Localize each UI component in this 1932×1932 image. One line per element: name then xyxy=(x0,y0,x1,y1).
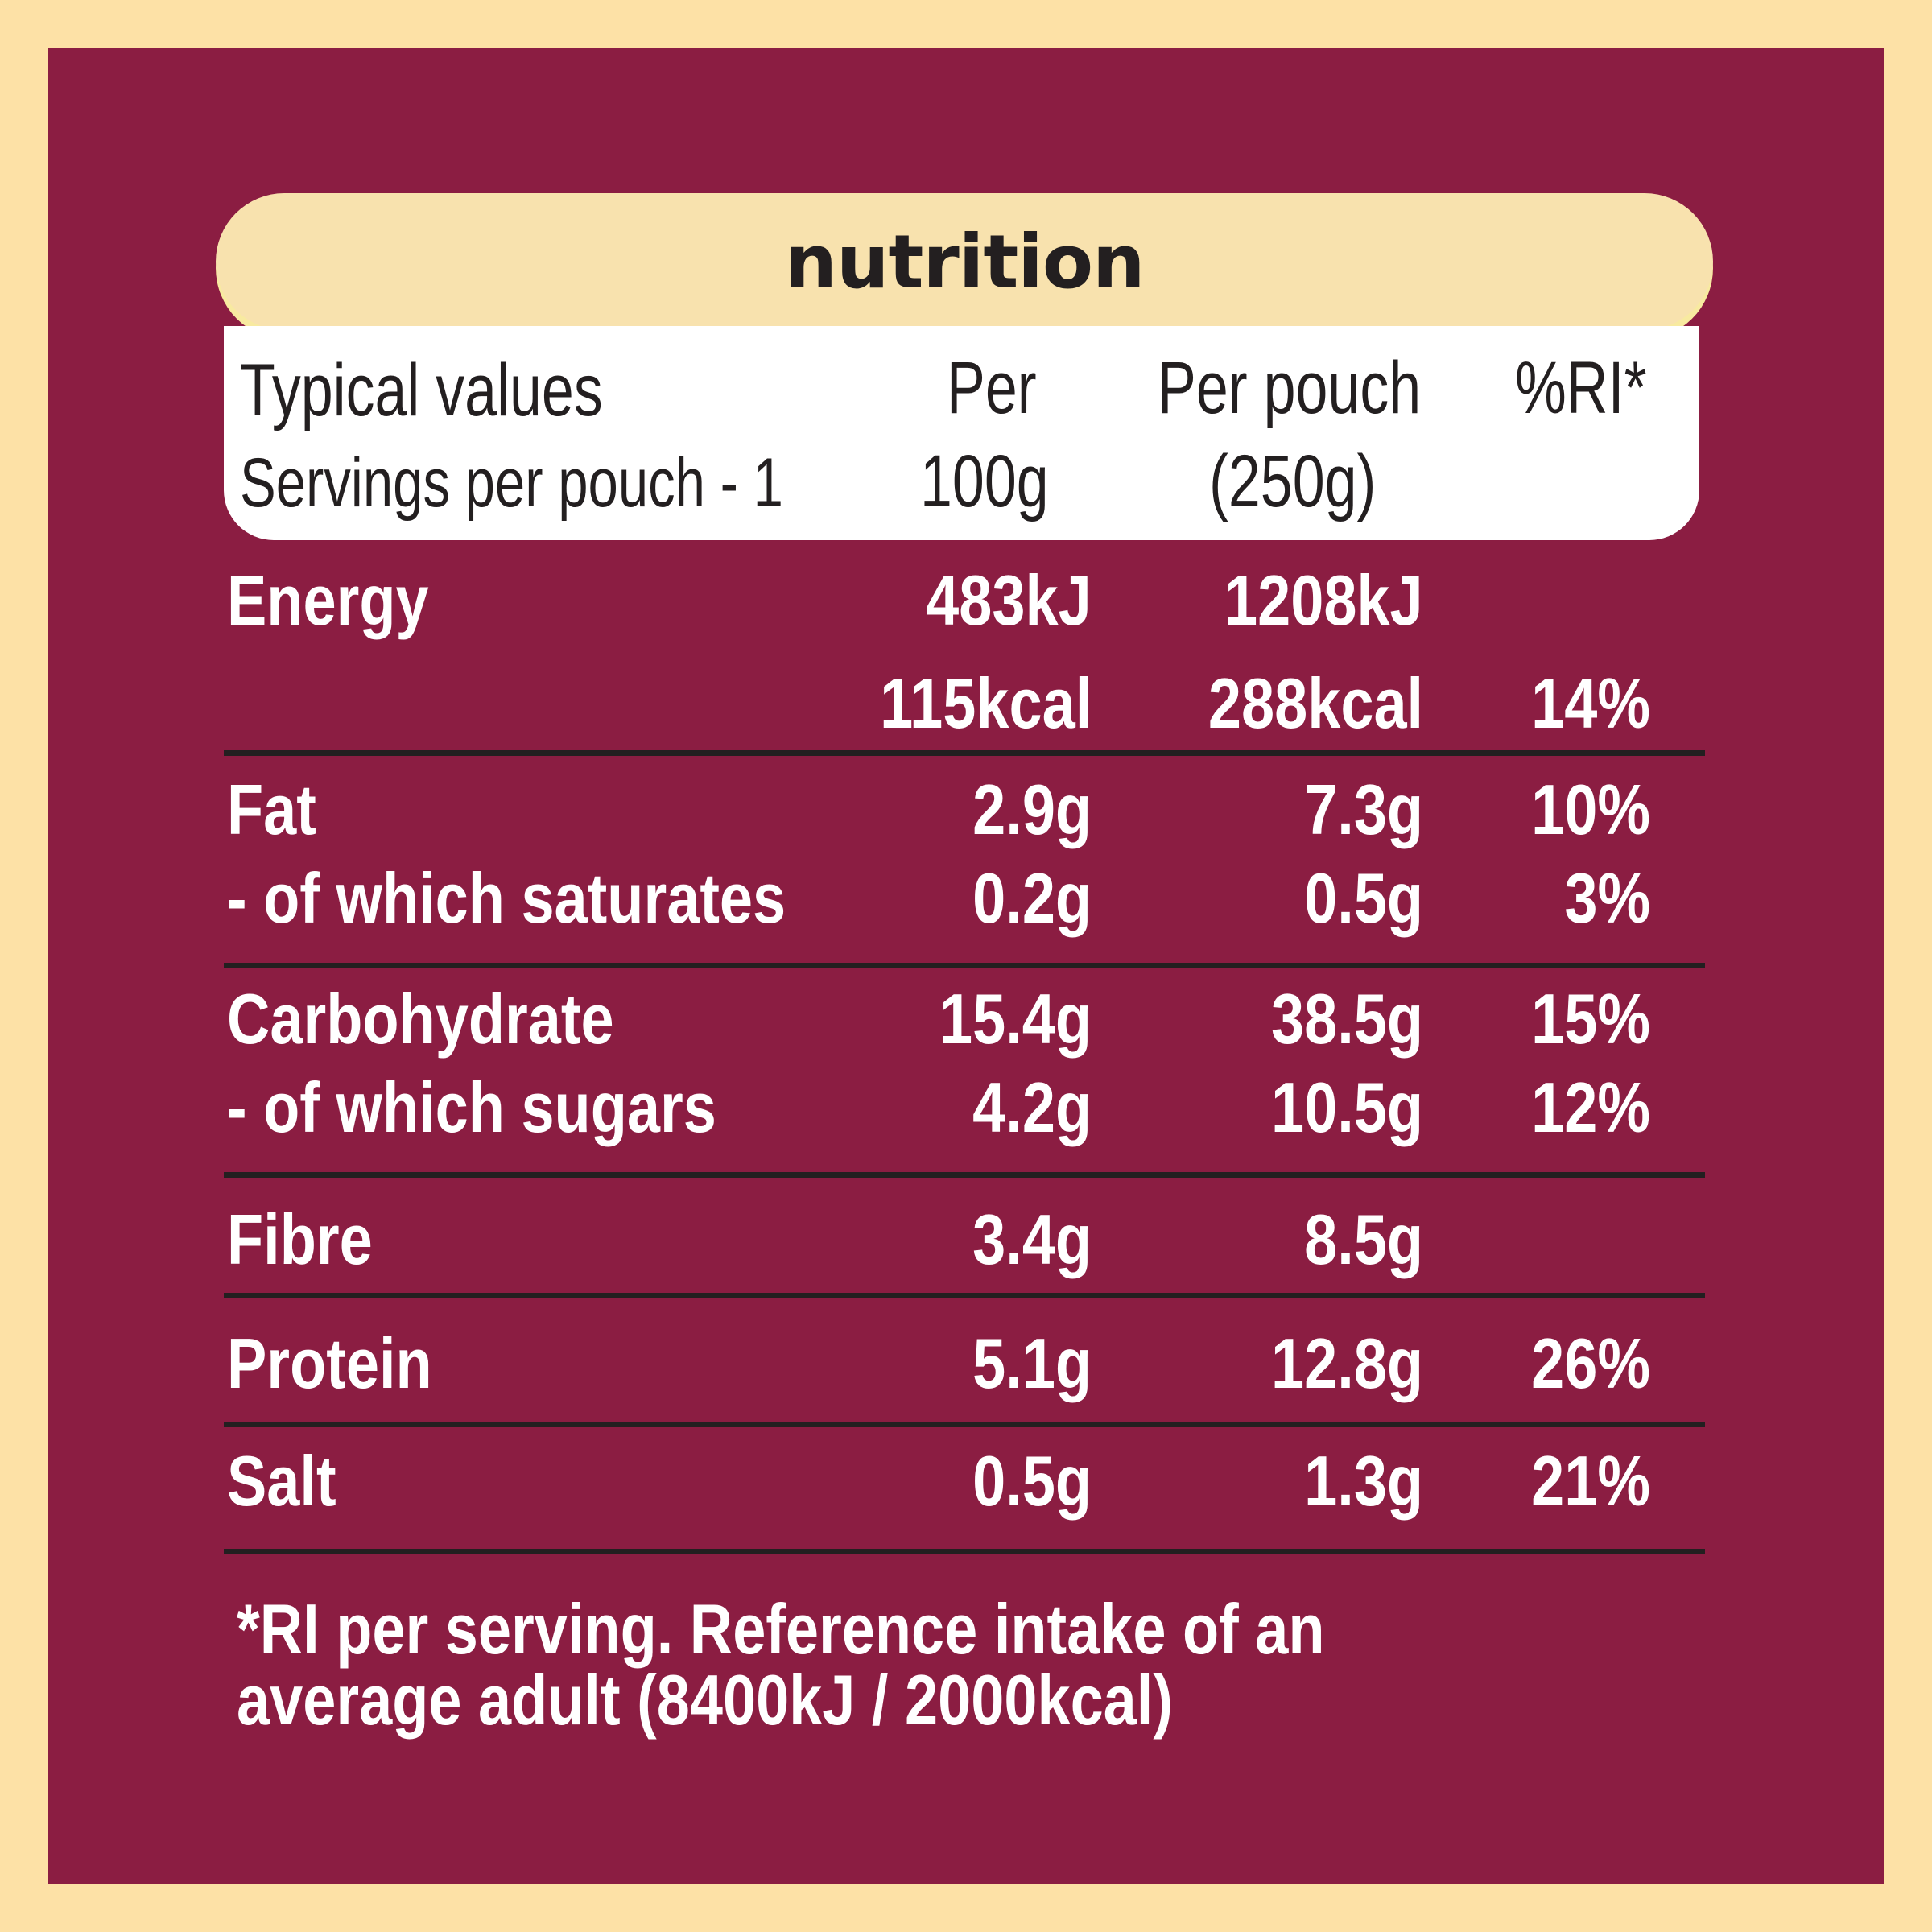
header-per100-line1: Per xyxy=(947,347,1037,429)
header-ri: %RI* xyxy=(1515,347,1647,429)
row-energy-kcal-perpouch: 288kcal xyxy=(1208,663,1423,743)
row-sugars-perpouch: 10.5g xyxy=(1270,1067,1423,1147)
header-perpouch-line1: Per pouch xyxy=(1158,347,1422,429)
divider xyxy=(224,1293,1705,1298)
row-fat-perpouch: 7.3g xyxy=(1304,770,1423,849)
footnote: *RI per serving. Reference intake of an … xyxy=(237,1594,1325,1736)
row-carbohydrate-label: Carbohydrate xyxy=(227,979,614,1059)
row-energy-per100: 483kJ xyxy=(926,560,1092,640)
row-sugars-ri: 12% xyxy=(1531,1067,1650,1147)
divider xyxy=(224,963,1705,968)
row-protein-label: Protein xyxy=(227,1323,432,1403)
header-perpouch-line2: (250g) xyxy=(1209,440,1377,522)
divider xyxy=(224,1172,1705,1178)
header-typical-values: Typical values xyxy=(240,349,603,431)
row-salt-perpouch: 1.3g xyxy=(1304,1441,1423,1521)
row-saturates-label: - of which saturates xyxy=(227,858,786,938)
row-fat-per100: 2.9g xyxy=(972,770,1092,849)
row-fat-ri: 10% xyxy=(1531,770,1650,849)
row-saturates-per100: 0.2g xyxy=(972,858,1092,938)
header-servings: Servings per pouch - 1 xyxy=(240,444,783,522)
row-sugars-per100: 4.2g xyxy=(972,1067,1092,1147)
divider xyxy=(224,750,1705,756)
page-title: nutrition xyxy=(784,218,1145,305)
row-saturates-perpouch: 0.5g xyxy=(1304,858,1423,938)
row-fat-label: Fat xyxy=(227,770,316,849)
row-saturates-ri: 3% xyxy=(1564,858,1650,938)
row-energy-ri: 14% xyxy=(1531,663,1650,743)
title-tab: nutrition xyxy=(216,193,1713,330)
row-salt-per100: 0.5g xyxy=(972,1441,1092,1521)
divider xyxy=(224,1549,1705,1554)
row-sugars-label: - of which sugars xyxy=(227,1067,716,1147)
row-fibre-label: Fibre xyxy=(227,1199,373,1279)
row-carbohydrate-ri: 15% xyxy=(1531,979,1650,1059)
row-energy-kcal-per100: 115kcal xyxy=(879,663,1092,743)
row-energy-label: Energy xyxy=(227,560,429,640)
row-energy-perpouch: 1208kJ xyxy=(1224,560,1423,640)
row-fibre-perpouch: 8.5g xyxy=(1304,1199,1423,1279)
row-salt-ri: 21% xyxy=(1531,1441,1650,1521)
divider xyxy=(224,1422,1705,1427)
row-salt-label: Salt xyxy=(227,1441,336,1521)
footnote-line-1: *RI per serving. Reference intake of an xyxy=(237,1589,1325,1669)
row-protein-perpouch: 12.8g xyxy=(1270,1323,1423,1403)
table-header: Typical values Servings per pouch - 1 xyxy=(224,326,1699,540)
row-protein-ri: 26% xyxy=(1531,1323,1650,1403)
header-per100-line2: 100g xyxy=(920,440,1049,522)
row-carbohydrate-perpouch: 38.5g xyxy=(1270,979,1423,1059)
footnote-line-2: average adult (8400kJ / 2000kcal) xyxy=(237,1660,1173,1740)
row-carbohydrate-per100: 15.4g xyxy=(939,979,1092,1059)
row-protein-per100: 5.1g xyxy=(972,1323,1092,1403)
row-fibre-per100: 3.4g xyxy=(972,1199,1092,1279)
